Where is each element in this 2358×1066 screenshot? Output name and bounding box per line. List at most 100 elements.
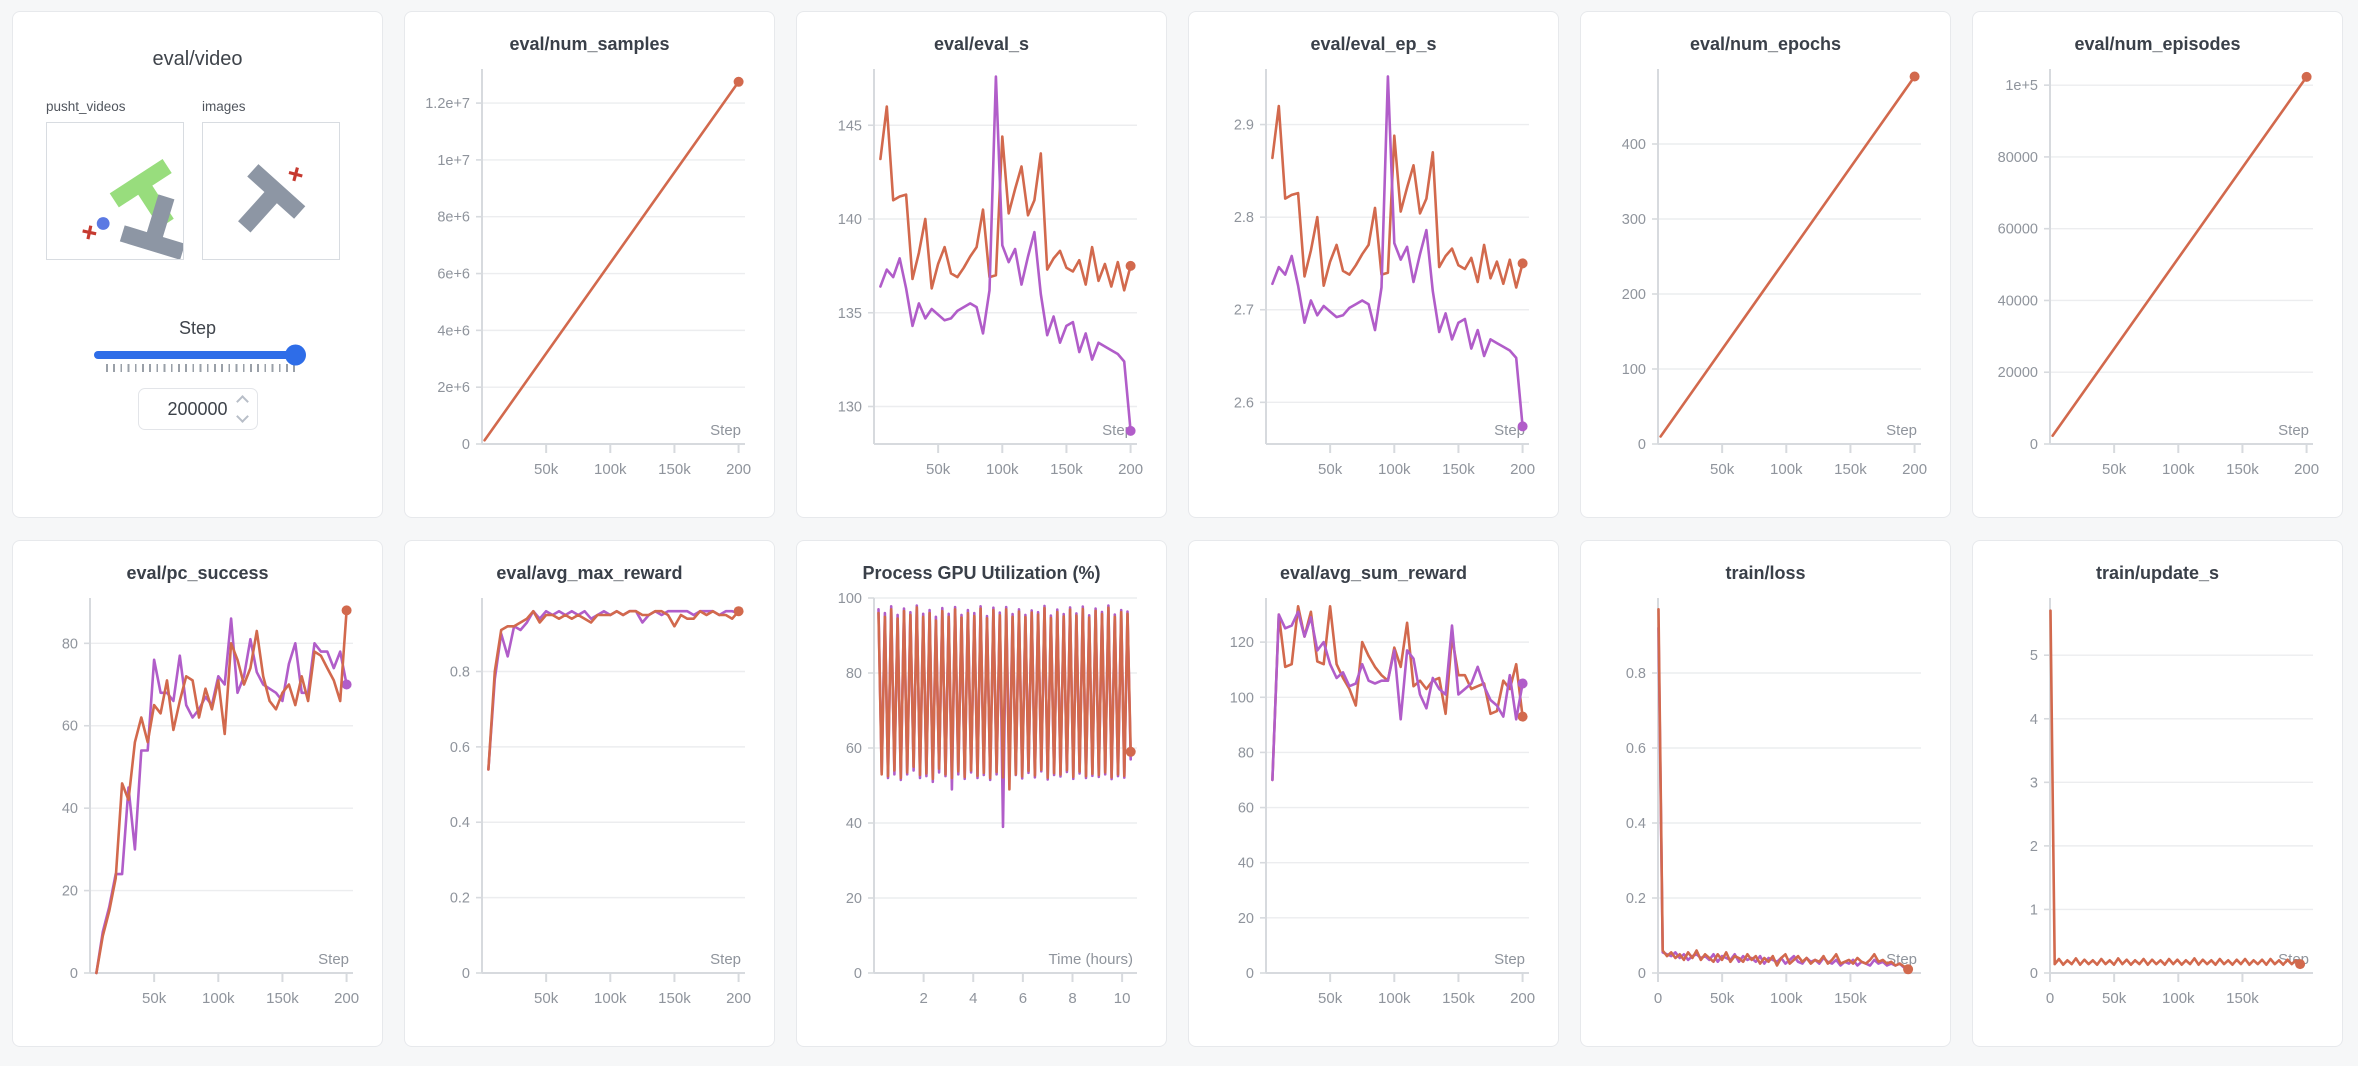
series-line-run-orange [877, 606, 1133, 791]
series-lines [1271, 75, 1528, 432]
axes [84, 598, 353, 982]
svg-text:400: 400 [1622, 137, 1646, 153]
series-lines [483, 76, 744, 442]
svg-text:130: 130 [838, 400, 862, 416]
svg-text:40: 40 [62, 801, 78, 817]
gridlines [482, 670, 745, 974]
target-cross-icon [82, 225, 97, 240]
pusht-env-render [238, 164, 306, 233]
svg-text:2: 2 [919, 990, 927, 1007]
chart-panel-eval-eval-s[interactable]: eval/eval_s 130 135 140 145 50k 100k 150k 200 St… [796, 11, 1167, 518]
svg-text:150k: 150k [1442, 990, 1475, 1007]
target-cross-icon [288, 167, 303, 182]
svg-text:200: 200 [1622, 287, 1646, 303]
svg-text:200: 200 [1902, 461, 1927, 478]
media-pusht-videos: pusht_videos [46, 99, 184, 260]
chart-panel-train-update-s[interactable]: train/update_s 0 1 2 3 4 5 0 50k 100k 150k Step [1972, 540, 2343, 1047]
axes [476, 69, 745, 453]
svg-text:50k: 50k [1710, 990, 1735, 1007]
series-end-dot-run-orange [733, 76, 744, 87]
chart-panel-eval-num-epochs[interactable]: eval/num_epochs 0 100 200 300 400 50k 100k 150k… [1580, 11, 1951, 518]
chart-canvas-eval-avg-sum-reward: 0 20 40 60 80 100 120 50k 100k 150k 200 Step [1230, 598, 1535, 1007]
media-thumbnail-images[interactable] [202, 122, 340, 260]
gridlines [874, 124, 1137, 408]
svg-text:0.4: 0.4 [1626, 816, 1646, 832]
series-end-dot-run-purple [1125, 425, 1136, 436]
tick-labels: 0 20 40 60 80 50k 100k 150k 200 Step [62, 636, 359, 1007]
svg-text:8: 8 [1068, 990, 1076, 1007]
svg-text:0: 0 [854, 966, 862, 982]
series-end-dot-run-orange [2295, 959, 2306, 970]
svg-text:150k: 150k [266, 990, 299, 1007]
chart-panel-eval-avg-sum-reward[interactable]: eval/avg_sum_reward 0 20 40 60 80 100 120 50k 10… [1188, 540, 1559, 1047]
chart-canvas-eval-num-samples: 0 2e+6 4e+6 6e+6 8e+6 1e+7 1.2e+7 50k 100k 150k 20… [425, 69, 751, 478]
svg-text:100k: 100k [1770, 990, 1803, 1007]
svg-text:140: 140 [838, 212, 862, 228]
svg-text:20000: 20000 [1998, 365, 2038, 381]
series-end-dot-run-purple [341, 679, 352, 690]
svg-text:4: 4 [2030, 712, 2038, 728]
series-end-dot-run-orange [1909, 71, 1920, 82]
series-line-run-purple [487, 609, 740, 771]
x-axis-label: Step [1102, 422, 1133, 439]
series-end-dot-run-orange [733, 606, 744, 617]
x-axis-label: Step [1494, 422, 1525, 439]
step-slider-label: Step [178, 318, 217, 338]
step-slider[interactable] [93, 344, 306, 372]
chart-title: eval/eval_s [933, 34, 1030, 54]
svg-text:100k: 100k [594, 461, 627, 478]
chart-title: eval/num_epochs [1689, 34, 1842, 54]
chart-panel-process-gpu-utilization[interactable]: Process GPU Utilization (%) 0 20 40 60 80 100… [796, 540, 1167, 1047]
slider-thumb[interactable] [284, 344, 306, 366]
series-end-dot-run-orange [1903, 964, 1914, 975]
series-lines [2049, 609, 2306, 970]
series-lines [877, 604, 1136, 829]
series-lines [1271, 604, 1528, 782]
svg-text:6: 6 [1019, 990, 1027, 1007]
spinner-down-icon[interactable] [235, 410, 249, 423]
svg-text:80000: 80000 [1998, 150, 2038, 166]
axes [1652, 598, 1921, 982]
svg-text:100k: 100k [2162, 461, 2195, 478]
media-thumbnail-pusht-videos[interactable] [46, 122, 184, 260]
series-end-dot-run-orange [341, 605, 352, 616]
svg-text:4: 4 [969, 990, 977, 1007]
chart-canvas-eval-eval-ep-s: 2.6 2.7 2.8 2.9 50k 100k 150k 200 Step [1234, 69, 1535, 478]
chart-panel-eval-eval-ep-s[interactable]: eval/eval_ep_s 2.6 2.7 2.8 2.9 50k 100k 150k 20… [1188, 11, 1559, 518]
gridlines [1266, 123, 1529, 404]
svg-text:200: 200 [1510, 461, 1535, 478]
slider-track[interactable] [93, 344, 306, 366]
svg-text:100k: 100k [1378, 990, 1411, 1007]
svg-text:2.9: 2.9 [1234, 118, 1254, 134]
number-spinner[interactable] [235, 395, 249, 423]
svg-text:20: 20 [62, 884, 78, 900]
chart-panel-eval-pc-success[interactable]: eval/pc_success 0 20 40 60 80 50k 100k 150k 200 S… [12, 540, 383, 1047]
chart-title: train/update_s [2095, 563, 2220, 583]
chart-panel-eval-num-episodes[interactable]: eval/num_episodes 0 20000 40000 60000 80000 1… [1972, 11, 2343, 518]
step-value: 200000 [167, 398, 228, 419]
step-value-input[interactable]: 200000 [137, 388, 258, 430]
chart-panel-eval-num-samples[interactable]: eval/num_samples 0 2e+6 4e+6 6e+6 8e+6 1e+7 1.… [404, 11, 775, 518]
svg-text:50k: 50k [2102, 461, 2127, 478]
pusht-env-render [82, 158, 183, 259]
svg-text:50k: 50k [2102, 990, 2127, 1007]
svg-text:100k: 100k [1770, 461, 1803, 478]
svg-text:0: 0 [462, 966, 470, 982]
chart-panel-train-loss[interactable]: train/loss 0 0.2 0.4 0.6 0.8 0 50k 100k 150k Step [1580, 540, 1951, 1047]
svg-text:80: 80 [1238, 745, 1254, 761]
axes [868, 69, 1137, 453]
axes [2044, 69, 2313, 453]
x-axis-label: Step [318, 951, 349, 968]
spinner-up-icon[interactable] [235, 395, 249, 408]
chart-panel-eval-avg-max-reward[interactable]: eval/avg_max_reward 0 0.2 0.4 0.6 0.8 50k 100k… [404, 540, 775, 1047]
svg-text:20: 20 [1238, 911, 1254, 927]
axes [476, 598, 745, 982]
gray-t-shape [238, 164, 306, 233]
svg-text:8e+6: 8e+6 [437, 210, 470, 226]
x-axis-label: Step [1886, 422, 1917, 439]
svg-text:0: 0 [1638, 966, 1646, 982]
axes [1652, 69, 1921, 453]
